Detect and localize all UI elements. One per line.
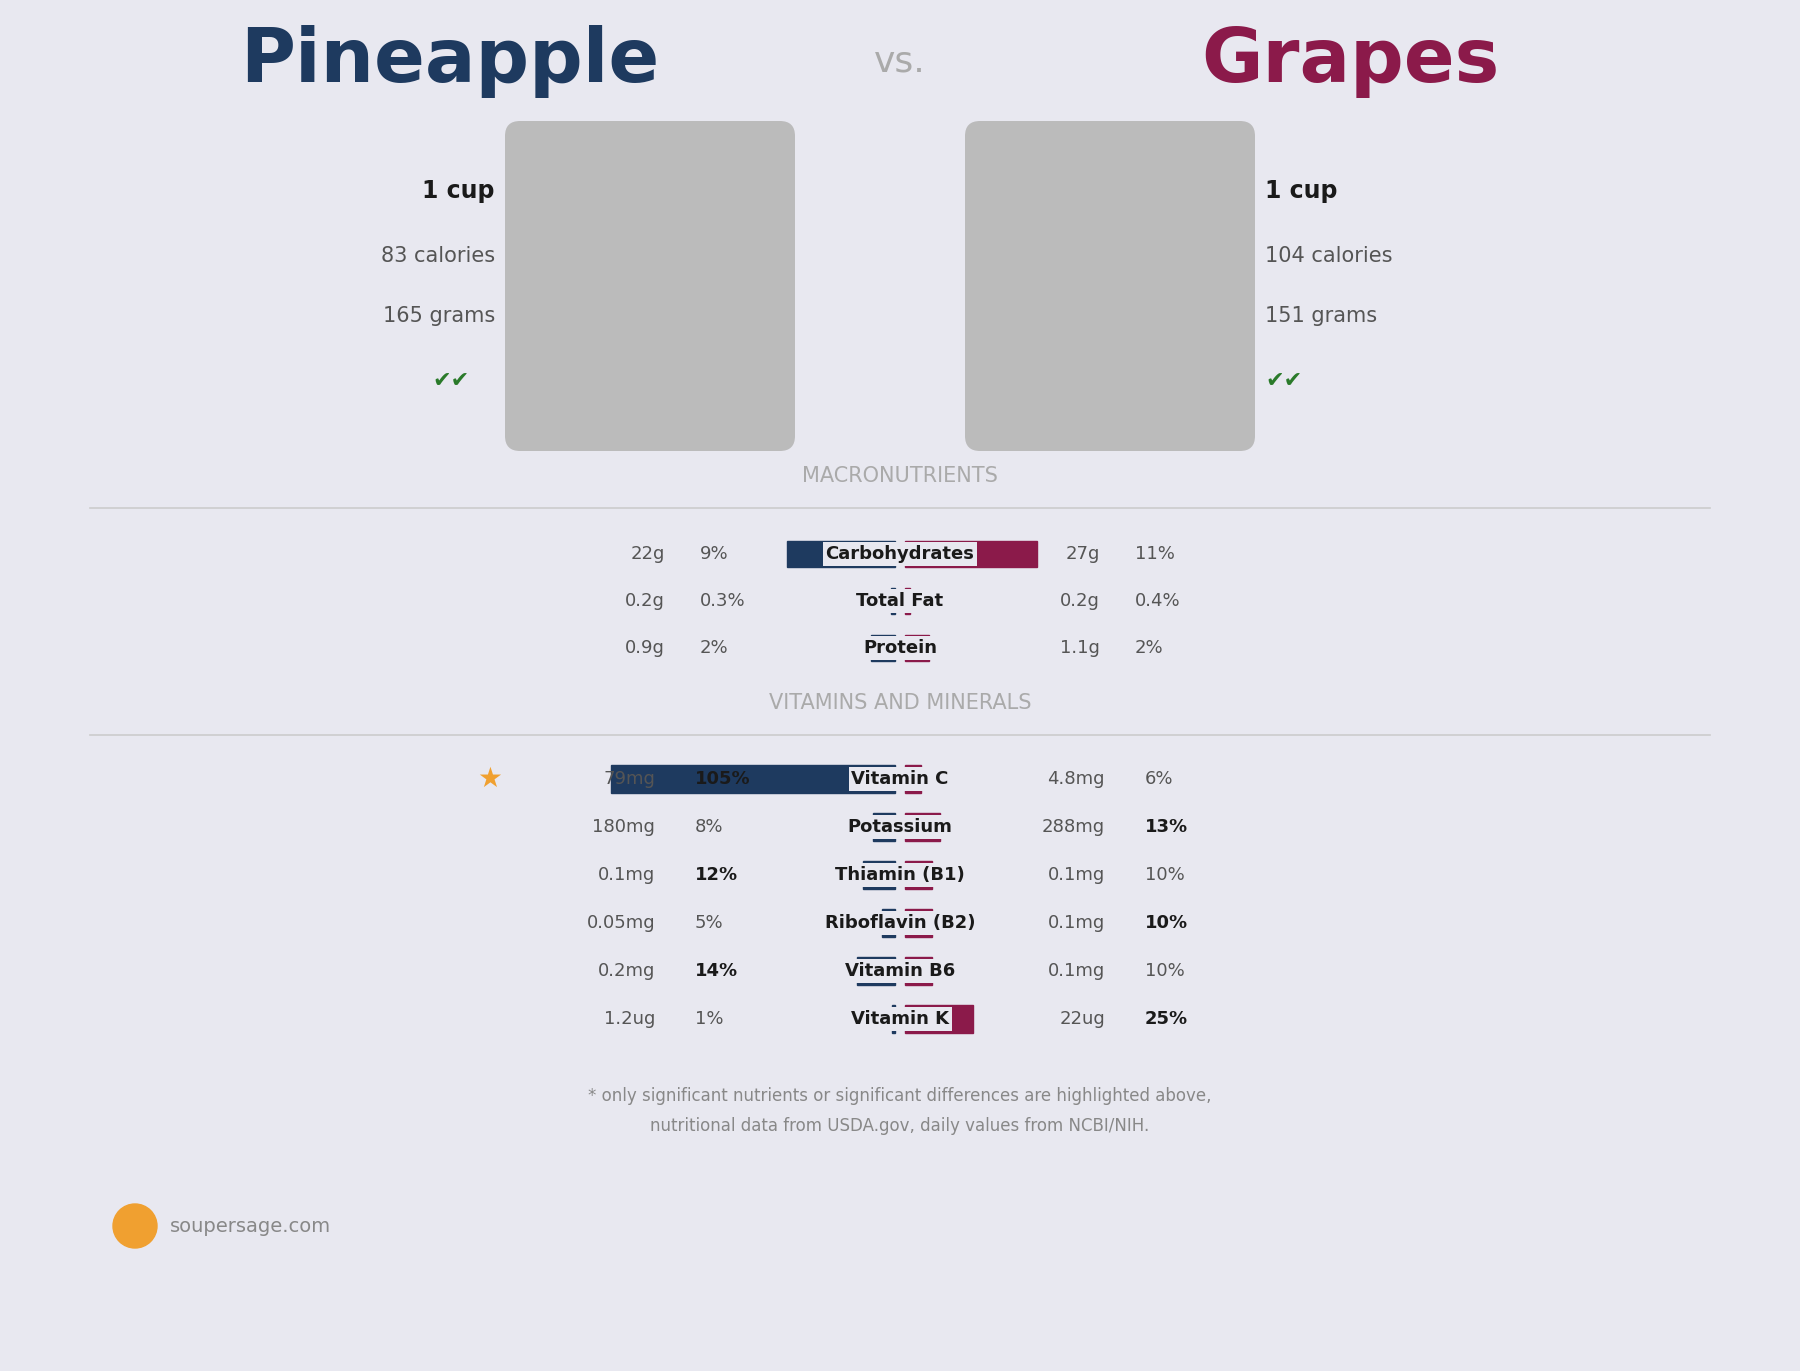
Bar	[873, 813, 895, 840]
Text: 8%: 8%	[695, 818, 724, 836]
Text: 0.9g: 0.9g	[625, 639, 664, 657]
Text: 0.05mg: 0.05mg	[587, 914, 655, 932]
Text: Protein: Protein	[862, 639, 938, 657]
Text: soupersage.com: soupersage.com	[169, 1216, 331, 1235]
Text: Pineapple: Pineapple	[241, 25, 659, 97]
Text: Vitamin C: Vitamin C	[851, 771, 949, 788]
FancyBboxPatch shape	[965, 121, 1255, 451]
Text: Grapes: Grapes	[1201, 25, 1499, 97]
Bar	[905, 909, 932, 936]
Bar	[871, 635, 895, 661]
Text: MACRONUTRIENTS: MACRONUTRIENTS	[803, 466, 997, 485]
Bar	[882, 909, 895, 936]
Bar	[905, 813, 940, 840]
Text: 105%: 105%	[695, 771, 751, 788]
Bar	[857, 957, 895, 984]
Text: Total Fat: Total Fat	[857, 592, 943, 610]
Text: 0.4%: 0.4%	[1136, 592, 1181, 610]
Text: 0.2mg: 0.2mg	[598, 962, 655, 980]
Text: ✔✔: ✔✔	[1265, 372, 1301, 391]
Text: 83 calories: 83 calories	[382, 245, 495, 266]
Text: 1%: 1%	[695, 1010, 724, 1028]
Text: 2%: 2%	[700, 639, 729, 657]
Text: * only significant nutrients or significant differences are highlighted above,: * only significant nutrients or signific…	[589, 1087, 1211, 1105]
Text: Vitamin K: Vitamin K	[851, 1010, 949, 1028]
Bar	[905, 861, 932, 888]
Text: 10%: 10%	[1145, 962, 1184, 980]
Text: 1 cup: 1 cup	[1265, 180, 1337, 203]
Text: 10%: 10%	[1145, 866, 1184, 884]
Text: Thiamin (B1): Thiamin (B1)	[835, 866, 965, 884]
Text: 1.1g: 1.1g	[1060, 639, 1100, 657]
Text: 180mg: 180mg	[592, 818, 655, 836]
Circle shape	[113, 1204, 157, 1248]
Text: 25%: 25%	[1145, 1010, 1188, 1028]
Text: VITAMINS AND MINERALS: VITAMINS AND MINERALS	[769, 692, 1031, 713]
Text: 0.1mg: 0.1mg	[598, 866, 655, 884]
Text: 6%: 6%	[1145, 771, 1174, 788]
Text: 1.2ug: 1.2ug	[603, 1010, 655, 1028]
Text: 0.1mg: 0.1mg	[1048, 962, 1105, 980]
Text: 0.2g: 0.2g	[625, 592, 664, 610]
Bar	[905, 957, 932, 984]
Text: 104 calories: 104 calories	[1265, 245, 1393, 266]
Text: Vitamin B6: Vitamin B6	[844, 962, 956, 980]
Text: 1 cup: 1 cup	[423, 180, 495, 203]
Text: 13%: 13%	[1145, 818, 1188, 836]
Bar	[612, 765, 895, 792]
Text: Potassium: Potassium	[848, 818, 952, 836]
Text: 4.8mg: 4.8mg	[1048, 771, 1105, 788]
Bar	[905, 1005, 972, 1032]
Text: 22g: 22g	[630, 546, 664, 563]
Text: 14%: 14%	[695, 962, 738, 980]
Text: Carbohydrates: Carbohydrates	[826, 546, 974, 563]
Text: 22ug: 22ug	[1058, 1010, 1105, 1028]
Text: 9%: 9%	[700, 546, 729, 563]
Bar	[905, 635, 929, 661]
Text: 10%: 10%	[1145, 914, 1188, 932]
Text: 0.3%: 0.3%	[700, 592, 745, 610]
Bar	[905, 542, 1037, 568]
Bar	[905, 588, 909, 614]
Bar	[893, 1005, 895, 1032]
Text: 151 grams: 151 grams	[1265, 306, 1377, 326]
Text: 0.1mg: 0.1mg	[1048, 866, 1105, 884]
Text: ★: ★	[477, 765, 502, 792]
Bar	[862, 861, 895, 888]
Text: 0.1mg: 0.1mg	[1048, 914, 1105, 932]
Text: Riboflavin (B2): Riboflavin (B2)	[824, 914, 976, 932]
Text: 27g: 27g	[1066, 546, 1100, 563]
FancyBboxPatch shape	[506, 121, 796, 451]
Text: 11%: 11%	[1136, 546, 1175, 563]
Text: ✔✔: ✔✔	[432, 372, 470, 391]
Bar	[891, 588, 895, 614]
Text: 2%: 2%	[1136, 639, 1163, 657]
Text: 12%: 12%	[695, 866, 738, 884]
Text: 0.2g: 0.2g	[1060, 592, 1100, 610]
Bar	[905, 765, 922, 792]
Bar	[787, 542, 895, 568]
Text: 79mg: 79mg	[603, 771, 655, 788]
Text: 5%: 5%	[695, 914, 724, 932]
Text: 288mg: 288mg	[1042, 818, 1105, 836]
Text: vs.: vs.	[875, 44, 925, 78]
Text: 165 grams: 165 grams	[383, 306, 495, 326]
Text: nutritional data from USDA.gov, daily values from NCBI/NIH.: nutritional data from USDA.gov, daily va…	[650, 1117, 1150, 1135]
